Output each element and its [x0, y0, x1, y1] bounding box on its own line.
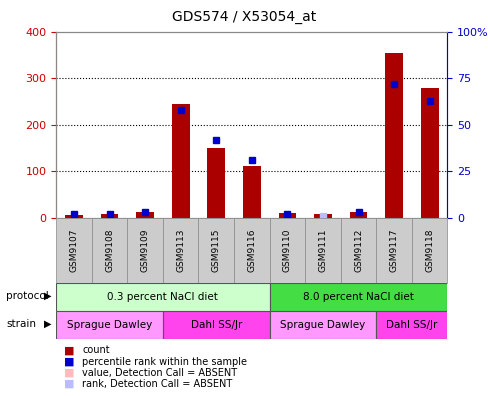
Bar: [163, 218, 198, 283]
Bar: [243, 166, 260, 218]
Bar: [340, 218, 376, 283]
Bar: [92, 218, 127, 283]
Bar: [207, 148, 224, 218]
Text: ■: ■: [63, 367, 74, 378]
Bar: [56, 283, 269, 311]
Text: GSM9108: GSM9108: [105, 229, 114, 272]
Bar: [198, 218, 234, 283]
Bar: [349, 212, 366, 218]
Bar: [420, 88, 438, 218]
Bar: [269, 311, 376, 339]
Text: GSM9110: GSM9110: [283, 229, 291, 272]
Bar: [136, 212, 154, 218]
Text: 8.0 percent NaCl diet: 8.0 percent NaCl diet: [303, 292, 413, 302]
Text: GSM9116: GSM9116: [247, 229, 256, 272]
Bar: [127, 218, 163, 283]
Text: rank, Detection Call = ABSENT: rank, Detection Call = ABSENT: [82, 379, 232, 389]
Bar: [101, 214, 118, 218]
Bar: [269, 283, 447, 311]
Bar: [313, 214, 331, 218]
Bar: [411, 218, 447, 283]
Text: GSM9112: GSM9112: [353, 229, 362, 272]
Text: Dahl SS/Jr: Dahl SS/Jr: [386, 320, 437, 330]
Text: percentile rank within the sample: percentile rank within the sample: [82, 356, 246, 367]
Bar: [56, 311, 163, 339]
Bar: [234, 218, 269, 283]
Bar: [163, 311, 269, 339]
Text: ■: ■: [63, 379, 74, 389]
Text: GSM9109: GSM9109: [141, 229, 149, 272]
Text: GSM9117: GSM9117: [389, 229, 398, 272]
Text: ▶: ▶: [44, 291, 51, 301]
Text: strain: strain: [6, 319, 36, 329]
Text: protocol: protocol: [6, 291, 49, 301]
Text: ▶: ▶: [44, 319, 51, 329]
Bar: [269, 218, 305, 283]
Text: GDS574 / X53054_at: GDS574 / X53054_at: [172, 10, 316, 24]
Bar: [305, 218, 340, 283]
Bar: [376, 311, 447, 339]
Bar: [171, 104, 189, 218]
Text: GSM9107: GSM9107: [69, 229, 79, 272]
Text: value, Detection Call = ABSENT: value, Detection Call = ABSENT: [82, 367, 237, 378]
Text: GSM9111: GSM9111: [318, 229, 327, 272]
Bar: [56, 218, 92, 283]
Bar: [65, 215, 83, 218]
Text: Dahl SS/Jr: Dahl SS/Jr: [190, 320, 242, 330]
Text: ■: ■: [63, 345, 74, 356]
Text: GSM9113: GSM9113: [176, 229, 185, 272]
Text: count: count: [82, 345, 109, 356]
Text: Sprague Dawley: Sprague Dawley: [280, 320, 365, 330]
Text: ■: ■: [63, 356, 74, 367]
Bar: [376, 218, 411, 283]
Bar: [385, 53, 402, 218]
Bar: [278, 213, 296, 218]
Text: GSM9115: GSM9115: [211, 229, 220, 272]
Text: 0.3 percent NaCl diet: 0.3 percent NaCl diet: [107, 292, 218, 302]
Text: GSM9118: GSM9118: [424, 229, 433, 272]
Text: Sprague Dawley: Sprague Dawley: [67, 320, 152, 330]
